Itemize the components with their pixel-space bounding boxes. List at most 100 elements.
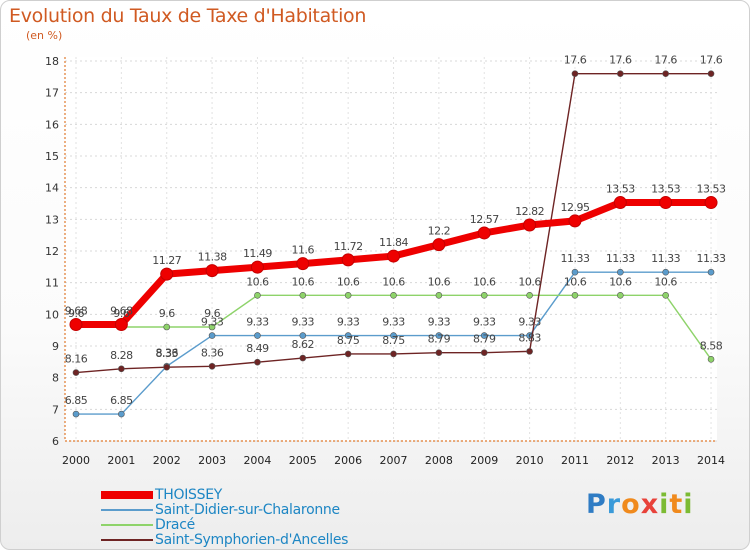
y-tick-label: 17: [45, 87, 59, 100]
x-tick-label: 2000: [62, 454, 90, 467]
x-tick-label: 2006: [334, 454, 362, 467]
data-label: 9.68: [65, 304, 88, 317]
y-tick-label: 15: [45, 150, 59, 163]
legend-item: THOISSEY: [101, 486, 348, 503]
data-point: [435, 332, 443, 339]
data-point: [523, 218, 537, 232]
legend-label: Dracé: [155, 516, 195, 533]
data-label: 9.33: [201, 316, 224, 329]
legend-swatch: [101, 490, 153, 499]
data-label: 8.75: [337, 334, 360, 347]
data-point: [617, 268, 624, 276]
legend: THOISSEY Saint-Didier-sur-Chalaronne Dracé…: [101, 486, 348, 548]
data-label: 8.79: [428, 333, 451, 346]
data-point: [526, 292, 533, 299]
data-point: [205, 264, 219, 278]
data-point: [707, 355, 715, 363]
data-point: [662, 292, 669, 299]
data-point: [163, 363, 171, 371]
data-point: [341, 253, 355, 267]
data-point: [390, 332, 397, 339]
y-tick-label: 7: [52, 403, 59, 416]
x-tick-label: 2012: [606, 454, 634, 467]
x-tick-label: 2009: [470, 454, 498, 467]
unit-label: (en %): [26, 29, 63, 42]
data-point: [480, 292, 488, 299]
data-label: 11.33: [606, 252, 635, 265]
data-point: [254, 332, 261, 339]
data-point: [208, 323, 216, 331]
data-label: 8.36: [201, 346, 224, 359]
data-point: [69, 317, 83, 331]
data-point: [299, 292, 307, 299]
data-label: 9.33: [382, 316, 405, 329]
data-point: [299, 332, 307, 339]
y-tick-label: 18: [45, 55, 59, 68]
data-label: 13.53: [651, 183, 680, 196]
legend-swatch: [101, 508, 153, 511]
data-label: 12.57: [470, 213, 499, 226]
data-label: 10.6: [473, 275, 496, 288]
y-tick-label: 12: [45, 245, 59, 258]
data-point: [160, 267, 174, 281]
legend-swatch: [101, 523, 153, 526]
chart-title: Evolution du Taux de Taxe d'Habitation: [9, 5, 367, 27]
data-label: 6.85: [65, 394, 88, 407]
data-point: [571, 268, 579, 276]
data-label: 9.6: [159, 307, 175, 320]
logo-letter: o: [621, 489, 641, 520]
data-point: [72, 369, 80, 376]
data-label: 17.6: [654, 54, 677, 67]
data-label: 11.84: [379, 236, 408, 249]
data-point: [118, 365, 125, 373]
legend-label: THOISSEY: [155, 486, 222, 503]
data-point: [568, 214, 582, 228]
legend-label: Saint-Didier-sur-Chalaronne: [155, 501, 340, 518]
x-tick-label: 2011: [561, 454, 589, 467]
y-tick-label: 10: [45, 308, 59, 321]
data-point: [707, 70, 715, 77]
data-point: [477, 226, 491, 240]
data-label: 13.53: [606, 183, 635, 196]
data-point: [296, 257, 310, 271]
plot-area: [65, 57, 717, 441]
data-point: [72, 410, 80, 418]
data-label: 9.33: [337, 316, 360, 329]
data-point: [254, 292, 261, 299]
y-tick-label: 9: [52, 340, 59, 353]
proxiti-logo: Proxiti: [586, 489, 694, 520]
x-tick-label: 2001: [107, 454, 135, 467]
data-label: 11.6: [292, 244, 315, 257]
data-label: 9.33: [292, 316, 315, 329]
data-label: 10.6: [428, 275, 451, 288]
data-point: [299, 354, 307, 362]
data-point: [344, 332, 352, 339]
data-point: [390, 292, 397, 299]
logo-letter: P: [586, 489, 607, 520]
data-point: [659, 196, 673, 210]
data-label: 9.33: [473, 316, 496, 329]
logo-letter: r: [606, 489, 622, 520]
data-point: [344, 350, 352, 358]
data-label: 9.33: [518, 316, 541, 329]
data-label: 9.33: [428, 316, 451, 329]
data-label: 13.53: [697, 183, 726, 196]
data-point: [617, 70, 624, 77]
data-label: 8.79: [473, 333, 496, 346]
data-label: 17.6: [700, 54, 723, 67]
x-tick-label: 2013: [652, 454, 680, 467]
data-label: 12.2: [428, 225, 451, 238]
data-point: [432, 238, 446, 252]
data-label: 10.6: [609, 275, 632, 288]
data-point: [617, 292, 624, 299]
legend-item: Dracé: [101, 516, 348, 533]
data-label: 10.6: [246, 275, 269, 288]
legend-item: Saint-Didier-sur-Chalaronne: [101, 501, 348, 518]
x-tick-label: 2007: [380, 454, 408, 467]
x-tick-label: 2005: [289, 454, 317, 467]
x-tick-label: 2003: [198, 454, 226, 467]
data-label: 12.95: [560, 201, 589, 214]
x-tick-label: 2002: [153, 454, 181, 467]
data-label: 10.6: [564, 275, 587, 288]
